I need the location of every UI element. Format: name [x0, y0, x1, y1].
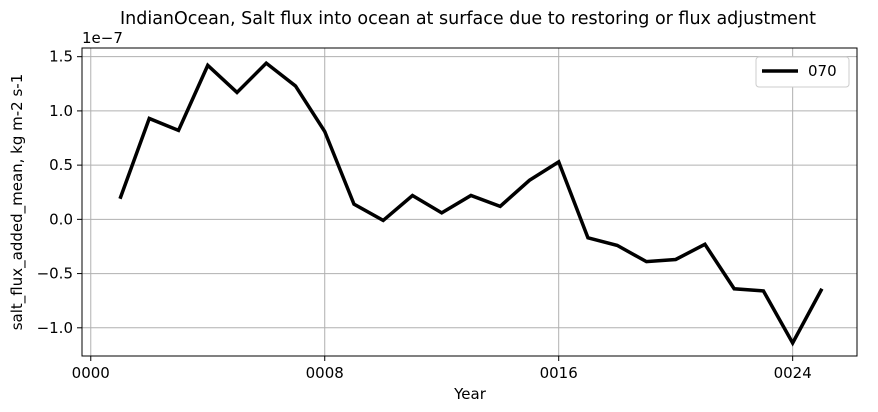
x-axis-ticks: 0000 0008 0016 0024	[72, 356, 812, 382]
legend: 070	[755, 56, 850, 88]
x-tick-label: 0008	[306, 364, 344, 382]
y-tick-label: −1.0	[37, 319, 73, 337]
y-offset-label: 1e−7	[82, 29, 123, 47]
legend-box	[755, 56, 850, 88]
grid	[82, 48, 857, 356]
legend-label: 070	[808, 62, 837, 80]
y-tick-label: −0.5	[37, 265, 73, 283]
series-layer	[118, 60, 824, 347]
y-axis-label: salt_flux_added_mean, kg m-2 s-1	[8, 74, 27, 331]
y-tick-label: 0.0	[49, 210, 73, 228]
y-axis-ticks: −1.0 −0.5 0.0 0.5 1.0 1.5	[37, 48, 82, 337]
chart-title: IndianOcean, Salt flux into ocean at sur…	[120, 9, 816, 29]
plot-frame	[81, 47, 858, 357]
y-tick-label: 1.0	[49, 102, 73, 120]
x-tick-label: 0024	[774, 364, 812, 382]
x-tick-label: 0000	[72, 364, 110, 382]
y-tick-label: 0.5	[49, 156, 73, 174]
x-tick-label: 0016	[540, 364, 578, 382]
y-tick-label: 1.5	[49, 48, 73, 66]
x-axis-label: Year	[453, 385, 487, 403]
series-line-070	[118, 60, 824, 347]
